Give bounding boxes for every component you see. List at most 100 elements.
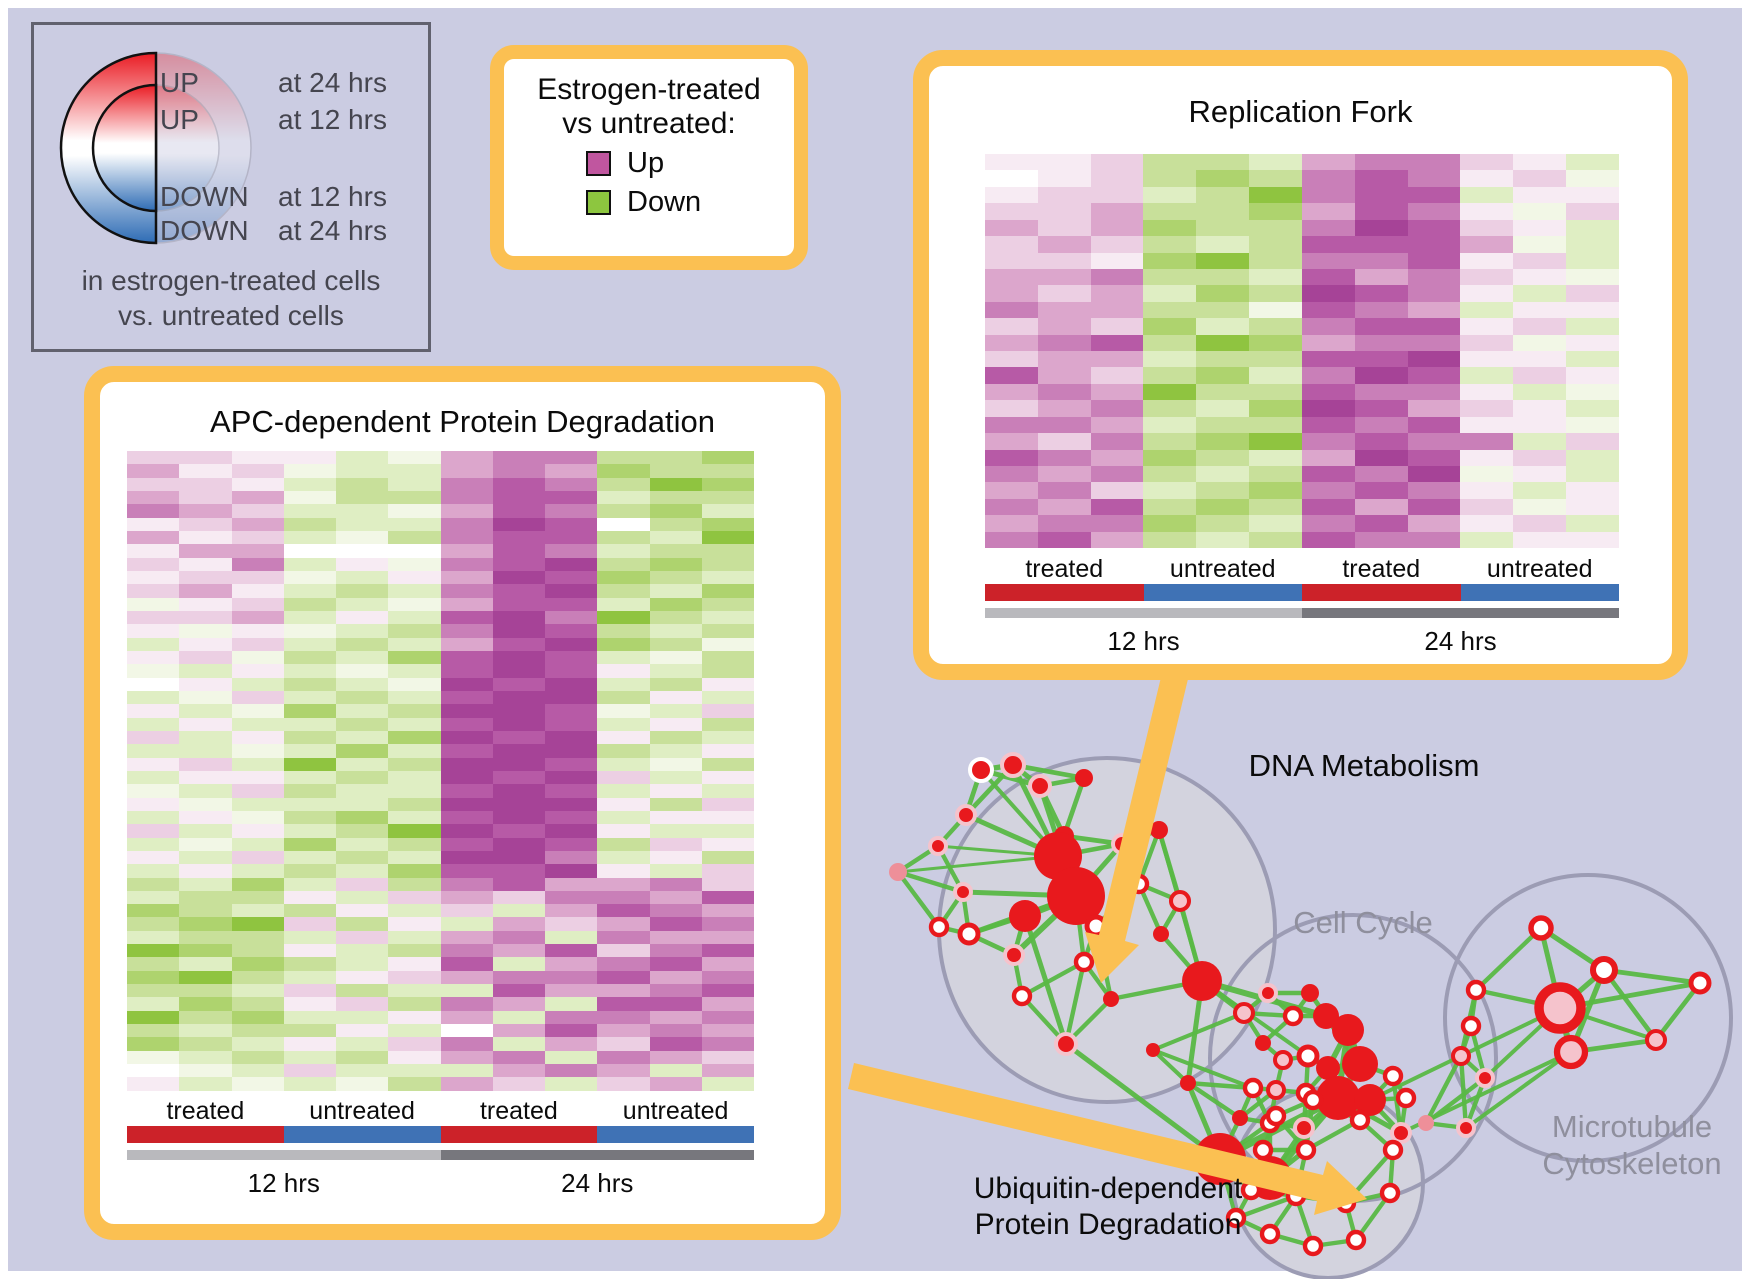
gene-node-pink-ring [955, 804, 977, 826]
network-edge [1603, 967, 1701, 986]
heatmap-cell [336, 704, 389, 718]
heatmap-cell [388, 890, 441, 905]
gene-node-solid [1354, 1084, 1386, 1116]
heatmap-cell [1196, 268, 1250, 286]
heatmap-cell [336, 1010, 389, 1025]
heatmap-cell [985, 203, 1038, 220]
heatmap-cell [545, 557, 598, 571]
heatmap-cell [1196, 236, 1250, 253]
time-label: 12 hrs [247, 1168, 320, 1198]
heatmap-cell [649, 504, 702, 518]
gene-node-solid [1180, 1075, 1196, 1091]
gene-node-white-core [1460, 1015, 1482, 1037]
heatmap-cell [127, 837, 180, 851]
network-edge [1463, 1077, 1488, 1129]
network-edge [1201, 978, 1327, 1019]
network-edge [1390, 1075, 1404, 1134]
heatmap-cell [649, 677, 702, 691]
network-edge [1187, 1080, 1254, 1091]
heatmap-cell [1090, 482, 1144, 499]
heatmap-cell [440, 717, 493, 731]
heatmap-cell [127, 490, 180, 505]
network-edge [1138, 881, 1181, 904]
heatmap-cell [336, 557, 389, 571]
heatmap-cell [1143, 531, 1197, 549]
heatmap-cell [1249, 301, 1302, 319]
heatmap-cell [127, 1064, 180, 1078]
heatmap-cell [1143, 400, 1197, 417]
heatmap-cell [127, 877, 180, 891]
heatmap-cell [545, 451, 598, 465]
heatmap-cell [1354, 383, 1408, 401]
heatmap-cell [1460, 318, 1514, 335]
heatmap-cell [597, 797, 650, 811]
heatmap-cell [388, 477, 441, 491]
heatmap-cell [1354, 482, 1408, 499]
heatmap-cell [597, 477, 650, 491]
heatmap-cell [1566, 154, 1619, 171]
network-edge [1464, 1050, 1573, 1130]
network-edge [1275, 1097, 1314, 1119]
network-edge [1568, 969, 1607, 1053]
heatmap-cell [388, 664, 441, 678]
heatmap-cell [283, 957, 336, 971]
heatmap-cell [1566, 170, 1619, 187]
gene-node-pink-ring [1390, 1122, 1412, 1144]
network-edge [1218, 1117, 1242, 1160]
gene-node-white-core [1382, 1139, 1404, 1161]
heatmap-cell [231, 570, 284, 585]
heatmap-cell [440, 730, 493, 745]
network-edge [1094, 882, 1141, 928]
gene-node-white-core [1296, 1044, 1320, 1068]
heatmap-cell [545, 837, 598, 851]
heatmap-cell [701, 997, 754, 1011]
heatmap-cell [545, 997, 598, 1011]
heatmap-cell [388, 744, 441, 758]
heatmap-cell [179, 464, 232, 478]
network-edge [1387, 1149, 1396, 1194]
gene-node-solid [1301, 984, 1319, 1002]
heatmap-cell [1143, 383, 1197, 401]
heatmap-cell [1354, 203, 1408, 220]
heatmap-cell [492, 544, 545, 558]
heatmap-cell [1249, 515, 1302, 532]
heatmap-cell [1460, 498, 1514, 516]
heatmap-row [985, 334, 1619, 352]
heatmap-cell [1249, 433, 1302, 450]
heatmap-cell [1037, 318, 1091, 335]
heatmap-cell [597, 890, 650, 905]
up-label: Up [627, 147, 665, 179]
heatmap-cell [179, 544, 232, 558]
gene-node-white-ring [968, 757, 994, 783]
heatmap-cell [231, 917, 284, 931]
heatmap-cell [1037, 285, 1091, 302]
gene-node-solid [1146, 1043, 1160, 1057]
heatmap-cell [1566, 236, 1619, 253]
heatmap-cell [336, 890, 389, 905]
gene-node-pink-core [1534, 982, 1586, 1034]
heatmap-row [127, 730, 754, 745]
heatmap-cell [388, 490, 441, 505]
gene-node-pink-ring [928, 836, 948, 856]
network-edge [1335, 1062, 1363, 1100]
heatmap-cell [231, 810, 284, 825]
network-edge [1235, 1216, 1271, 1236]
gene-node-white-core [1589, 955, 1619, 985]
heatmap-cell [701, 557, 754, 571]
heatmap-cell [545, 984, 598, 998]
network-edge [897, 869, 964, 895]
gene-node-white-core [1345, 1229, 1367, 1251]
heatmap-cell [985, 416, 1038, 434]
heatmap-cell [127, 904, 180, 918]
heatmap-cell [492, 584, 545, 598]
heatmap-cell [649, 930, 702, 945]
heatmap-cell [649, 664, 702, 678]
heatmap-cell [283, 944, 336, 958]
heatmap-cell [179, 490, 232, 505]
heatmap-cell [179, 570, 232, 585]
heatmap-cell [545, 904, 598, 918]
heatmap-cell [545, 797, 598, 811]
heatmap-cell [179, 770, 232, 785]
gene-node-white-core [957, 922, 981, 946]
heatmap-cell [701, 584, 754, 598]
